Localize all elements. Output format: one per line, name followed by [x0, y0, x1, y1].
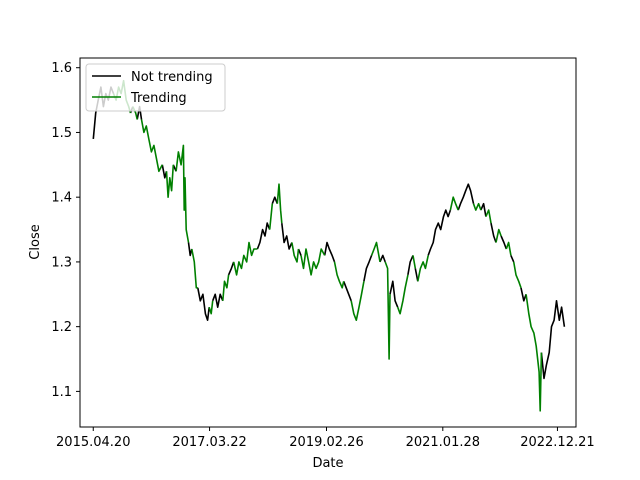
y-axis-label: Close — [28, 224, 43, 259]
x-axis-label: Date — [312, 456, 343, 471]
y-tick-label: 1.4 — [51, 191, 72, 206]
x-tick-label: 2015.04.20 — [56, 435, 130, 450]
legend-label-not-trending: Not trending — [131, 70, 213, 85]
y-tick-label: 1.3 — [51, 255, 72, 270]
legend: Not trending Trending — [85, 63, 226, 112]
y-tick-label: 1.5 — [51, 126, 72, 141]
plot-frame — [79, 57, 577, 428]
x-tick-label: 2017.03.22 — [172, 435, 246, 450]
x-tick-label: 2022.12.21 — [520, 435, 594, 450]
y-tick-label: 1.6 — [51, 61, 72, 76]
x-axis: 2015.04.20 2017.03.22 2019.02.26 2021.01.28… — [56, 427, 595, 450]
y-axis: 1.1 1.2 1.3 1.4 1.5 1.6 — [51, 61, 80, 400]
x-tick-label: 2019.02.26 — [289, 435, 363, 450]
y-tick-label: 1.1 — [51, 385, 72, 400]
y-tick-label: 1.2 — [51, 320, 72, 335]
legend-label-trending: Trending — [130, 91, 187, 106]
x-tick-label: 2021.01.28 — [406, 435, 480, 450]
